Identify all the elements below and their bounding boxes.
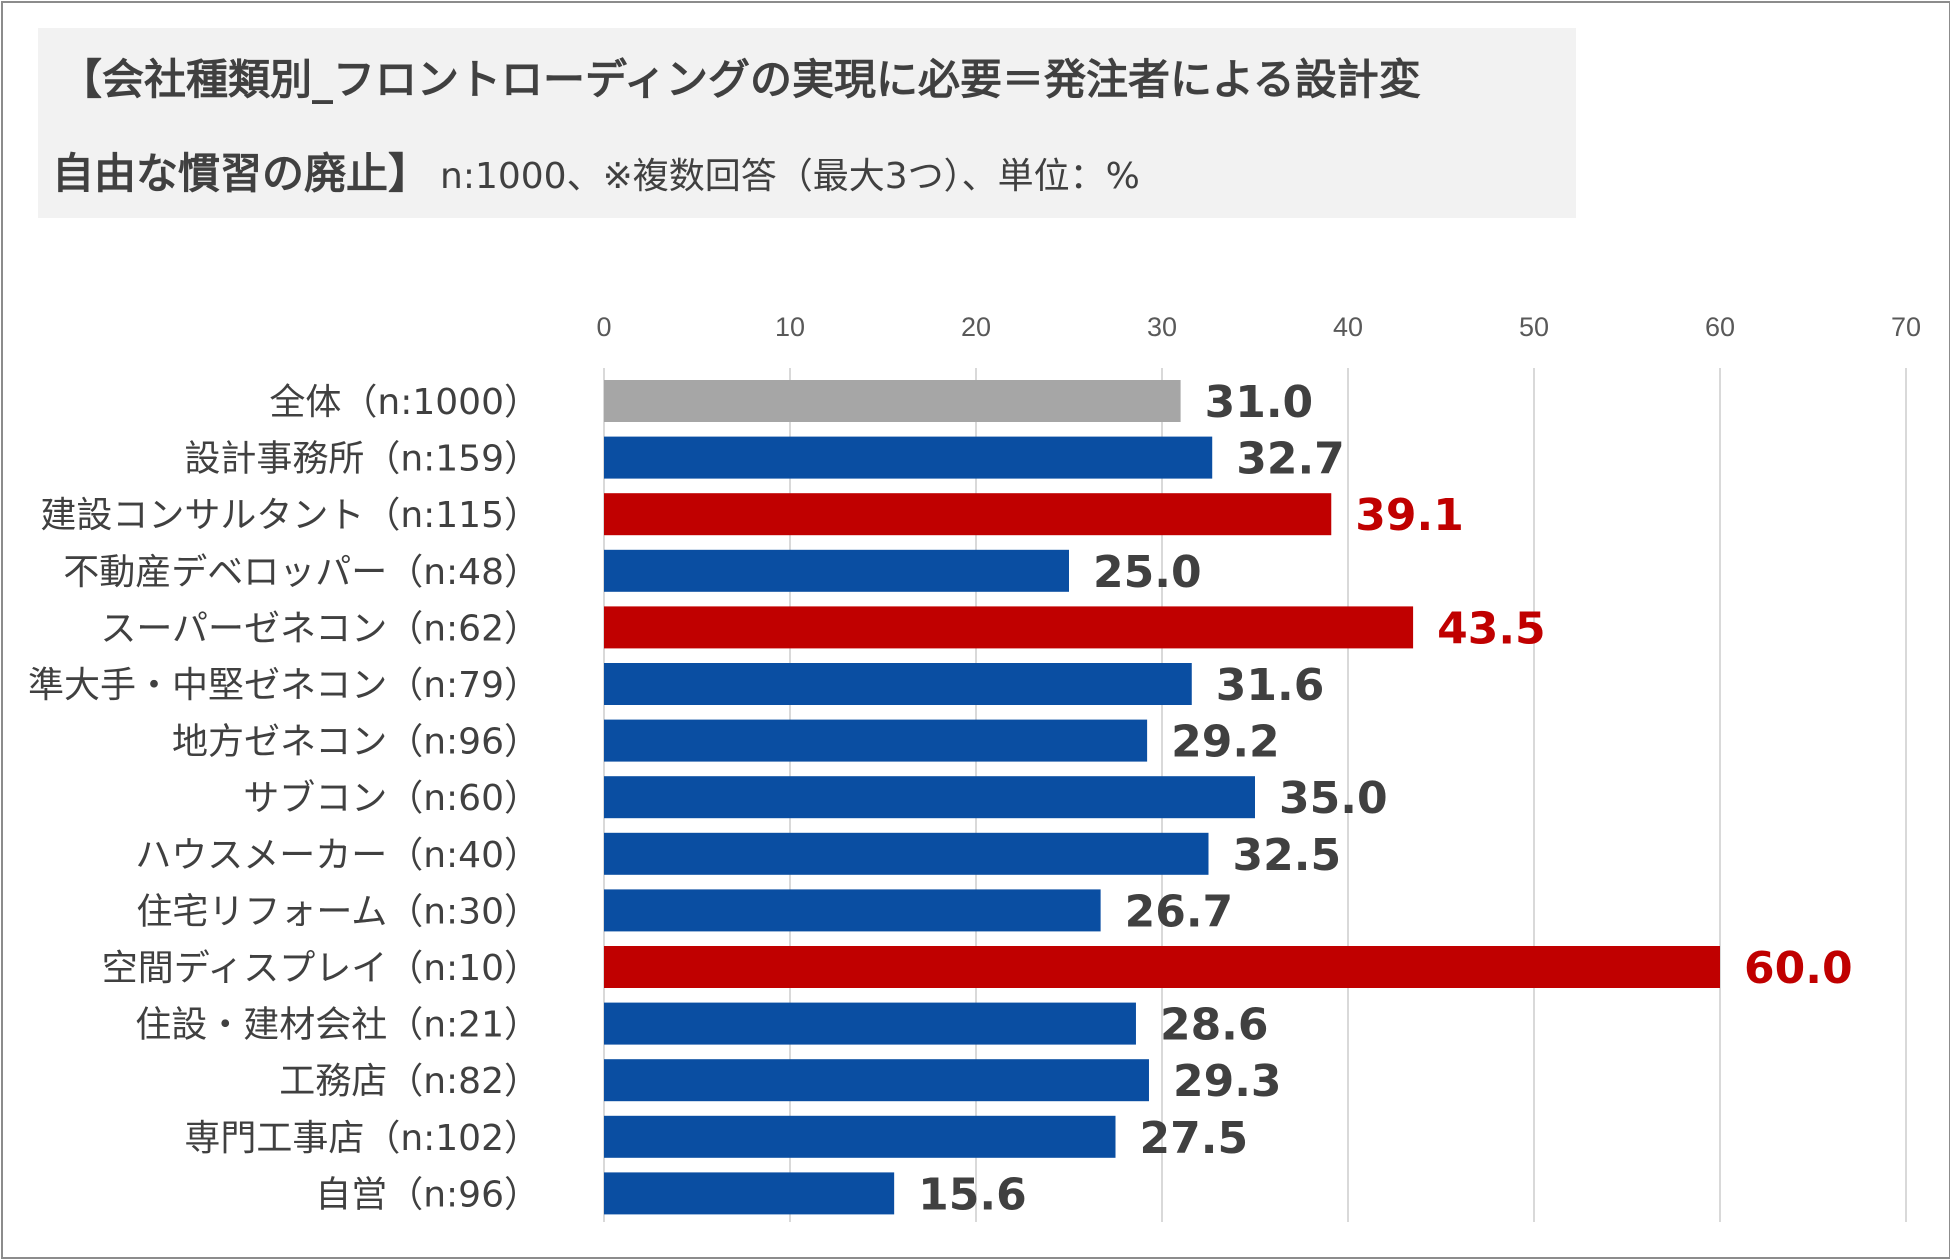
bar [604, 663, 1192, 705]
value-label: 60.0 [1744, 943, 1853, 994]
category-label: 自営（n:96） [315, 1174, 540, 1215]
bar [604, 1059, 1149, 1102]
value-label: 32.5 [1233, 830, 1342, 881]
value-label: 29.2 [1171, 717, 1280, 768]
category-label: ハウスメーカー（n:40） [135, 835, 540, 876]
value-label: 32.7 [1236, 434, 1345, 485]
bar [604, 889, 1101, 932]
value-label: 31.0 [1205, 377, 1314, 428]
category-label: 工務店（n:82） [279, 1061, 540, 1102]
x-tick-label: 70 [1891, 312, 1921, 342]
x-tick-label: 60 [1705, 312, 1735, 342]
bar [604, 946, 1720, 988]
category-labels: 全体（n:1000） 設計事務所（n:159） 建設コンサルタント（n:115） 不動… [28, 382, 540, 1215]
category-label: 住宅リフォーム（n:30） [136, 891, 540, 932]
bar [604, 493, 1332, 536]
category-label: 空間ディスプレイ（n:10） [102, 948, 540, 989]
bar [604, 549, 1069, 592]
value-label: 27.5 [1140, 1113, 1249, 1164]
bar [604, 1002, 1136, 1045]
bar [604, 1172, 895, 1215]
title-box [38, 28, 1576, 218]
chart-subtitle: n:1000、※複数回答（最大3つ）、単位：% [440, 156, 1140, 197]
bar [604, 776, 1255, 819]
bar [604, 380, 1181, 422]
value-label: 39.1 [1355, 490, 1464, 541]
value-label: 26.7 [1125, 886, 1234, 937]
category-label: 専門工事店（n:102） [184, 1118, 540, 1159]
category-label: 不動産デベロッパー（n:48） [63, 552, 540, 593]
x-tick-label: 50 [1519, 312, 1549, 342]
value-label: 28.6 [1160, 1000, 1269, 1051]
category-label: サブコン（n:60） [243, 778, 540, 819]
value-label: 31.6 [1216, 660, 1325, 711]
category-label: 全体（n:1000） [269, 382, 540, 423]
chart-title-line2-text: 自由な慣習の廃止】 [52, 149, 431, 198]
value-label: 43.5 [1437, 603, 1546, 654]
value-labels: 31.0 32.739.1 25.0 43.5 31.6 29.235.0 32.526.7… [918, 377, 1852, 1220]
x-tick-label: 10 [775, 312, 805, 342]
x-tick-label: 40 [1333, 312, 1363, 342]
category-label: 地方ゼネコン（n:96） [172, 722, 540, 763]
category-label: スーパーゼネコン（n:62） [100, 608, 540, 649]
bar [604, 1115, 1116, 1158]
bar [604, 606, 1414, 649]
bars [604, 380, 1720, 1215]
category-label: 設計事務所（n:159） [184, 439, 540, 480]
bar [604, 832, 1209, 875]
chart-title-line1: 【会社種類別_フロントローディングの実現に必要＝発注者による設計変 [60, 55, 1421, 104]
category-label: 住設・建材会社（n:21） [135, 1005, 540, 1046]
value-label: 29.3 [1173, 1056, 1282, 1107]
value-label: 35.0 [1279, 773, 1388, 824]
x-tick-label: 0 [596, 312, 611, 342]
category-label: 準大手・中堅ゼネコン（n:79） [28, 665, 540, 706]
bar [604, 436, 1213, 479]
bar [604, 719, 1148, 762]
value-label: 15.6 [918, 1169, 1027, 1220]
value-label: 25.0 [1093, 547, 1202, 598]
x-tick-label: 30 [1147, 312, 1177, 342]
category-label: 建設コンサルタント（n:115） [40, 495, 540, 536]
chart-title-line2: 自由な慣習の廃止】 n:1000、※複数回答（最大3つ）、単位：% [52, 140, 1140, 201]
x-axis-ticks: 0 10 20 30 40 50 60 70 [596, 312, 1921, 342]
x-tick-label: 20 [961, 312, 991, 342]
